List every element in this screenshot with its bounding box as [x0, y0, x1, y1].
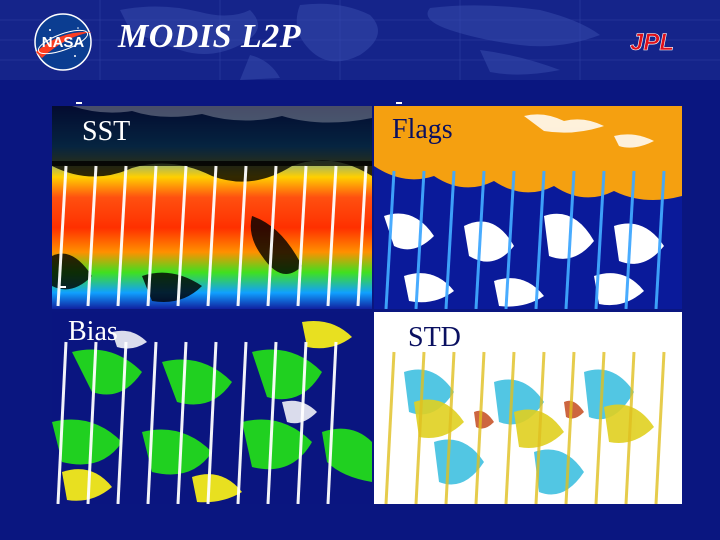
nasa-logo-text: NASA	[42, 34, 85, 51]
corner-tick	[60, 286, 66, 288]
bias-image	[52, 312, 372, 504]
std-label: STD	[408, 322, 461, 353]
std-panel: STD	[374, 312, 682, 504]
sst-panel: SST	[52, 106, 372, 309]
flags-label: Flags	[392, 114, 453, 145]
corner-tick	[76, 102, 82, 104]
slide-title: MODIS L2P	[118, 18, 302, 55]
world-map-background	[0, 0, 720, 80]
bias-panel: Bias	[52, 312, 372, 504]
sst-image	[52, 106, 372, 309]
corner-tick	[396, 102, 402, 104]
nasa-logo: NASA	[34, 13, 92, 71]
std-image	[374, 312, 682, 504]
sst-label: SST	[82, 116, 131, 147]
flags-image	[374, 106, 682, 309]
flags-panel: Flags	[374, 106, 682, 309]
bias-label: Bias	[68, 316, 118, 347]
header-banner: NASA MODIS L2P JPL	[0, 0, 720, 80]
jpl-logo: JPL	[630, 30, 675, 54]
jpl-logo-text: JPL	[630, 30, 674, 54]
